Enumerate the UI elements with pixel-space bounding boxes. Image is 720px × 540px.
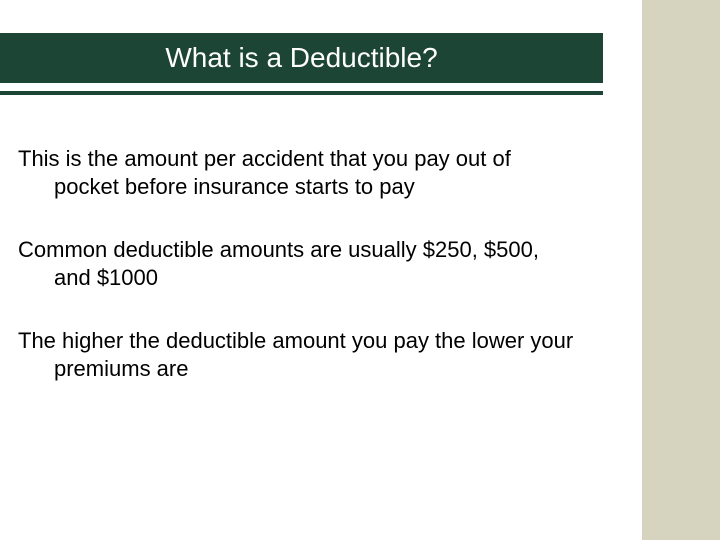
slide-title: What is a Deductible? <box>165 42 437 74</box>
title-bar: What is a Deductible? <box>0 33 603 83</box>
body-paragraph: Common deductible amounts are usually $2… <box>18 236 578 291</box>
title-underline <box>0 91 603 95</box>
slide-body: This is the amount per accident that you… <box>18 145 578 418</box>
body-paragraph: This is the amount per accident that you… <box>18 145 578 200</box>
sidebar-accent <box>642 0 720 540</box>
body-paragraph: The higher the deductible amount you pay… <box>18 327 578 382</box>
